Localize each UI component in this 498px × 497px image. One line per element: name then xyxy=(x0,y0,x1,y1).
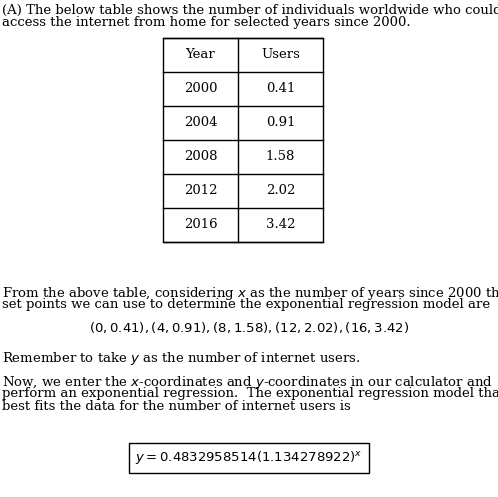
Text: 2000: 2000 xyxy=(184,83,217,95)
Text: 2012: 2012 xyxy=(184,184,217,197)
Text: $(0, 0.41), (4, 0.91), (8, 1.58), (12, 2.02), (16, 3.42)$: $(0, 0.41), (4, 0.91), (8, 1.58), (12, 2… xyxy=(89,320,409,335)
Text: 0.41: 0.41 xyxy=(266,83,295,95)
Text: Remember to take $y$ as the number of internet users.: Remember to take $y$ as the number of in… xyxy=(2,350,361,367)
Text: access the internet from home for selected years since 2000.: access the internet from home for select… xyxy=(2,16,411,29)
Text: 2016: 2016 xyxy=(184,219,217,232)
Text: 0.91: 0.91 xyxy=(266,116,295,130)
Text: 2.02: 2.02 xyxy=(266,184,295,197)
Text: 1.58: 1.58 xyxy=(266,151,295,164)
Text: 2004: 2004 xyxy=(184,116,217,130)
Text: best fits the data for the number of internet users is: best fits the data for the number of int… xyxy=(2,400,351,413)
Text: set points we can use to determine the exponential regression model are: set points we can use to determine the e… xyxy=(2,298,490,311)
Text: Now, we enter the $x$-coordinates and $y$-coordinates in our calculator and: Now, we enter the $x$-coordinates and $y… xyxy=(2,374,493,391)
Text: (A) The below table shows the number of individuals worldwide who could: (A) The below table shows the number of … xyxy=(2,4,498,17)
Text: From the above table, considering $x$ as the number of years since 2000 the: From the above table, considering $x$ as… xyxy=(2,285,498,302)
Text: perform an exponential regression.  The exponential regression model that: perform an exponential regression. The e… xyxy=(2,387,498,400)
Text: Year: Year xyxy=(186,49,215,62)
Text: $y = 0.4832958514(1.134278922)^x$: $y = 0.4832958514(1.134278922)^x$ xyxy=(135,449,363,467)
Text: 3.42: 3.42 xyxy=(266,219,295,232)
Text: 2008: 2008 xyxy=(184,151,217,164)
Text: Users: Users xyxy=(261,49,300,62)
Bar xyxy=(163,38,323,242)
